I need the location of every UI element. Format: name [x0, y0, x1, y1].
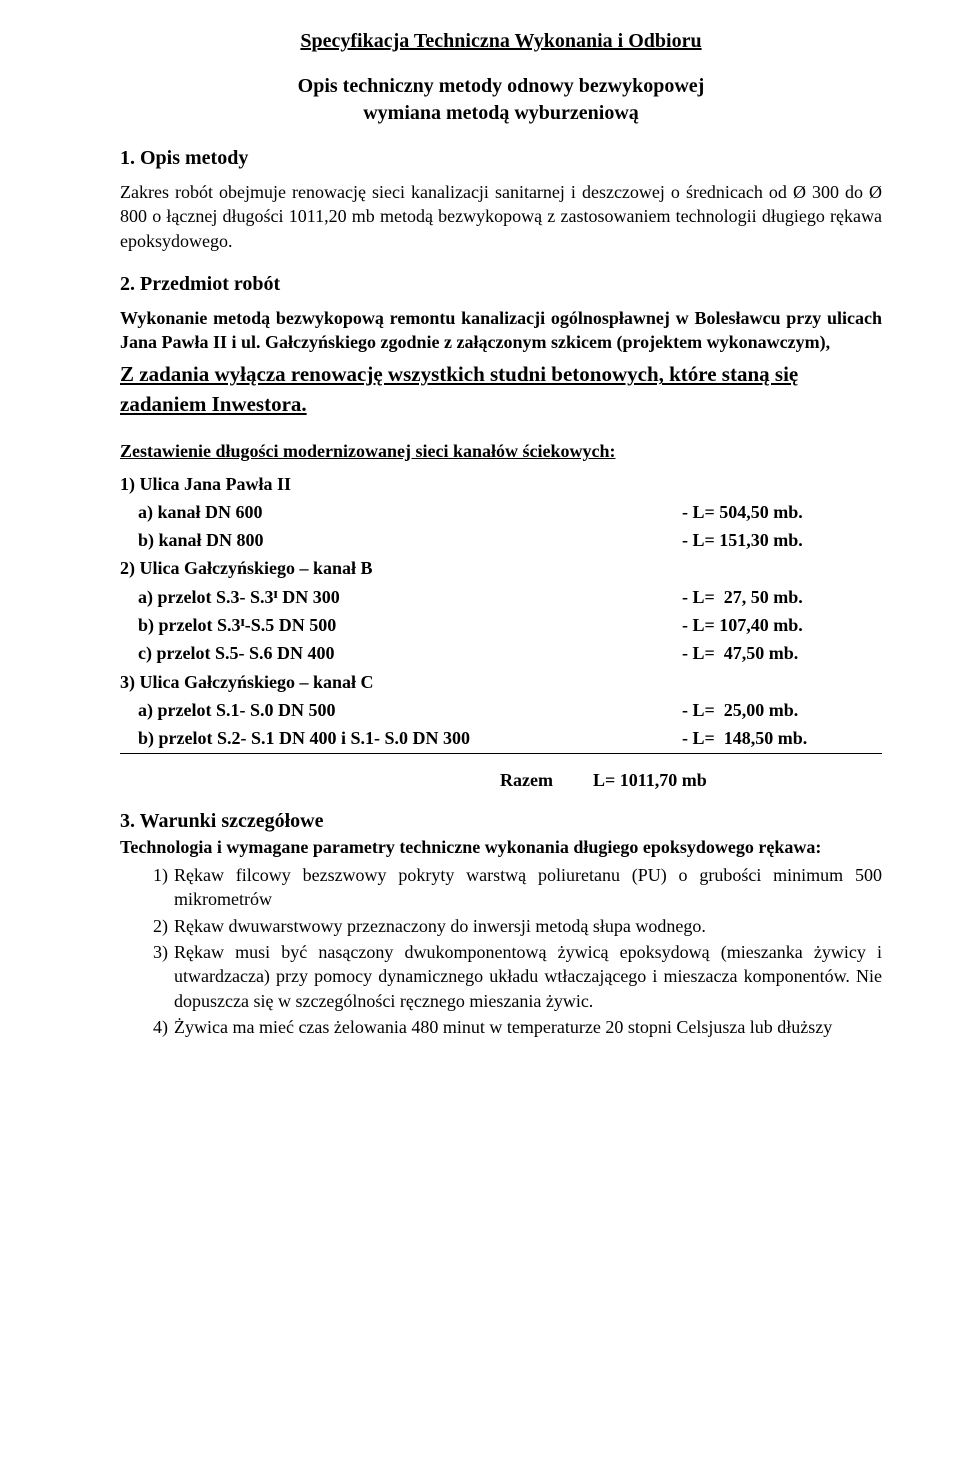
condition-item: 1) Rękaw filcowy bezszwowy pokryty warst… — [120, 863, 882, 912]
section-2-statement: Z zadania wyłącza renowację wszystkich s… — [120, 360, 882, 419]
main-title: Specyfikacja Techniczna Wykonania i Odbi… — [120, 28, 882, 55]
dn-left: a) przelot S.3- S.3ᴵ DN 300 — [120, 585, 340, 609]
dn-left: b) kanał DN 800 — [120, 528, 264, 552]
dn-left: a) przelot S.1- S.0 DN 500 — [120, 698, 335, 722]
section-1-heading: 1. Opis metody — [120, 145, 882, 172]
total-label: Razem — [500, 768, 553, 792]
dn-row: a) przelot S.3- S.3ᴵ DN 300 - L= 27, 50 … — [120, 585, 882, 609]
dn-left: b) przelot S.3ᴵ-S.5 DN 500 — [120, 613, 336, 637]
condition-item: 2) Rękaw dwuwarstwowy przeznaczony do in… — [120, 914, 882, 938]
condition-number: 1) — [120, 863, 174, 912]
dn-left: b) przelot S.2- S.1 DN 400 i S.1- S.0 DN… — [120, 726, 470, 750]
dn-row: b) kanał DN 800 - L= 151,30 mb. — [120, 528, 882, 552]
condition-item: 4) Żywica ma mieć czas żelowania 480 min… — [120, 1015, 882, 1039]
total-row: Razem L= 1011,70 mb — [120, 768, 882, 792]
dn-right: - L= 25,00 mb. — [682, 698, 882, 722]
section-1-body: Zakres robót obejmuje renowację sieci ka… — [120, 180, 882, 253]
condition-text: Rękaw filcowy bezszwowy pokryty warstwą … — [174, 863, 882, 912]
total-value: L= 1011,70 mb — [593, 768, 707, 792]
section-3-subheading: Technologia i wymagane parametry technic… — [120, 835, 882, 859]
dn-right: - L= 504,50 mb. — [682, 500, 882, 524]
section-2-heading: 2. Przedmiot robót — [120, 271, 882, 298]
dn-row: a) kanał DN 600 - L= 504,50 mb. — [120, 500, 882, 524]
condition-number: 3) — [120, 940, 174, 1013]
dn-right: - L= 148,50 mb. — [682, 726, 882, 750]
condition-number: 4) — [120, 1015, 174, 1039]
dn-left: c) przelot S.5- S.6 DN 400 — [120, 641, 334, 665]
condition-number: 2) — [120, 914, 174, 938]
conditions-list: 1) Rękaw filcowy bezszwowy pokryty warst… — [120, 863, 882, 1039]
dn-row: b) przelot S.3ᴵ-S.5 DN 500 - L= 107,40 m… — [120, 613, 882, 637]
section-2-body: Wykonanie metodą bezwykopową remontu kan… — [120, 306, 882, 355]
dn-right: - L= 27, 50 mb. — [682, 585, 882, 609]
condition-item: 3) Rękaw musi być nasączony dwukomponent… — [120, 940, 882, 1013]
group-3-title: 3) Ulica Gałczyńskiego – kanał C — [120, 670, 882, 694]
dn-row: c) przelot S.5- S.6 DN 400 - L= 47,50 mb… — [120, 641, 882, 665]
group-1-title: 1) Ulica Jana Pawła II — [120, 472, 882, 496]
page-container: Specyfikacja Techniczna Wykonania i Odbi… — [0, 0, 960, 1468]
condition-text: Rękaw musi być nasączony dwukomponentową… — [174, 940, 882, 1013]
dn-right: - L= 107,40 mb. — [682, 613, 882, 637]
condition-text: Rękaw dwuwarstwowy przeznaczony do inwer… — [174, 914, 882, 938]
dn-right: - L= 47,50 mb. — [682, 641, 882, 665]
subtitle-block: Opis techniczny metody odnowy bezwykopow… — [234, 73, 767, 127]
length-list-heading: Zestawienie długości modernizowanej siec… — [120, 439, 882, 463]
subtitle-line-1: Opis techniczny metody odnowy bezwykopow… — [234, 73, 767, 100]
section-3-heading: 3. Warunki szczegółowe — [120, 808, 882, 835]
group-2-title: 2) Ulica Gałczyńskiego – kanał B — [120, 556, 882, 580]
dn-left: a) kanał DN 600 — [120, 500, 263, 524]
dn-row: a) przelot S.1- S.0 DN 500 - L= 25,00 mb… — [120, 698, 882, 722]
subtitle-line-2: wymiana metodą wyburzeniową — [234, 100, 767, 127]
condition-text: Żywica ma mieć czas żelowania 480 minut … — [174, 1015, 882, 1039]
dn-right: - L= 151,30 mb. — [682, 528, 882, 552]
dn-row-last: b) przelot S.2- S.1 DN 400 i S.1- S.0 DN… — [120, 726, 882, 753]
